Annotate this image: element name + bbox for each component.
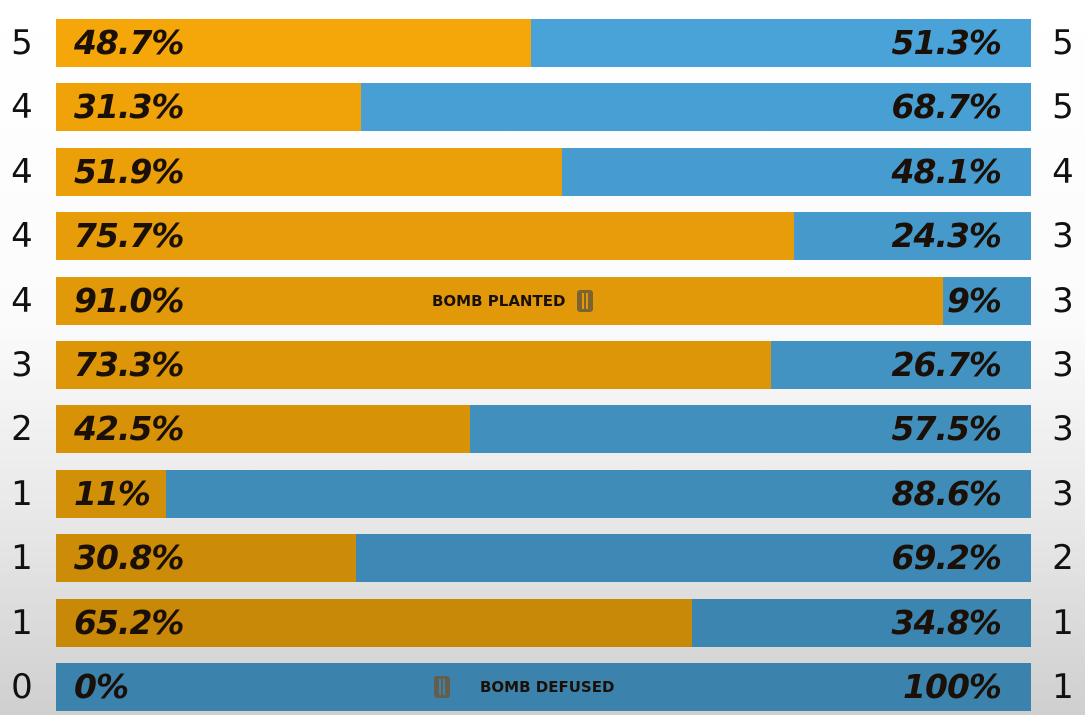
left-score-label: 0 <box>11 667 33 707</box>
left-score-label: 2 <box>11 409 33 450</box>
event-label: BOMB DEFUSED <box>434 663 614 711</box>
stacked-bar: 48.7% 51.3% <box>56 19 1031 67</box>
left-score-label: 4 <box>11 151 33 192</box>
left-percent-label: 48.7% <box>74 23 184 62</box>
right-percent-label: 57.5% <box>891 409 1002 449</box>
left-segment <box>56 469 167 518</box>
left-segment <box>56 598 692 647</box>
right-score-label: 5 <box>1052 87 1074 128</box>
stacked-bar: 42.5% 57.5% <box>56 405 1031 454</box>
right-percent-label: 9% <box>946 280 1002 320</box>
left-percent-label: 51.9% <box>74 151 184 191</box>
chart-row: 0 0% 100% BOMB DEFUSED 1 <box>0 663 1085 711</box>
left-segment <box>56 534 357 583</box>
right-score-label: 3 <box>1052 280 1074 321</box>
left-score-label: 1 <box>11 473 33 514</box>
event-label: BOMB PLANTED <box>432 277 594 325</box>
left-percent-label: 42.5% <box>74 409 184 449</box>
chart-row: 4 91.0% 9% BOMB PLANTED 3 <box>0 276 1085 325</box>
chart-row: 1 11% 88.6% 3 <box>0 469 1085 518</box>
chart-row: 2 42.5% 57.5% 3 <box>0 405 1085 454</box>
right-percent-label: 24.3% <box>891 216 1002 256</box>
left-segment <box>56 147 563 196</box>
right-percent-label: 48.1% <box>891 151 1002 191</box>
chart-row: 1 30.8% 69.2% 2 <box>0 534 1085 583</box>
right-percent-label: 88.6% <box>891 473 1002 513</box>
right-score-label: 1 <box>1052 602 1074 643</box>
left-score-label: 4 <box>11 216 33 257</box>
left-percent-label: 0% <box>74 667 129 706</box>
chart-row: 5 48.7% 51.3% 5 <box>0 19 1085 67</box>
left-segment <box>56 276 944 325</box>
left-score-label: 1 <box>11 538 33 579</box>
stacked-bar: 31.3% 68.7% <box>56 83 1031 132</box>
left-segment <box>56 212 795 261</box>
stacked-bar: 0% 100% BOMB DEFUSED <box>56 663 1031 711</box>
left-score-label: 4 <box>11 87 33 128</box>
chart-row: 4 31.3% 68.7% 5 <box>0 83 1085 132</box>
bomb-icon <box>577 289 594 312</box>
stacked-bar: 30.8% 69.2% <box>56 534 1031 583</box>
stacked-bar: 51.9% 48.1% <box>56 147 1031 196</box>
left-score-label: 1 <box>11 602 33 643</box>
right-score-label: 3 <box>1052 345 1074 385</box>
left-percent-label: 75.7% <box>74 216 184 256</box>
stacked-bar: 73.3% 26.7% <box>56 341 1031 389</box>
left-segment <box>56 405 471 454</box>
right-percent-label: 69.2% <box>891 538 1002 578</box>
right-percent-label: 34.8% <box>891 602 1002 642</box>
event-text: BOMB PLANTED <box>432 291 566 310</box>
event-text: BOMB DEFUSED <box>480 678 615 696</box>
left-score-label: 3 <box>11 345 33 385</box>
right-percent-label: 100% <box>903 667 1002 706</box>
stacked-bar: 65.2% 34.8% <box>56 598 1031 647</box>
right-score-label: 1 <box>1052 667 1074 707</box>
left-percent-label: 30.8% <box>74 538 184 578</box>
right-score-label: 4 <box>1052 151 1074 192</box>
left-segment <box>56 341 771 389</box>
left-percent-label: 11% <box>74 473 151 513</box>
left-score-label: 4 <box>11 280 33 321</box>
left-percent-label: 73.3% <box>74 345 184 384</box>
right-percent-label: 68.7% <box>891 87 1002 127</box>
right-score-label: 3 <box>1052 409 1074 450</box>
left-score-label: 5 <box>11 23 33 63</box>
right-score-label: 2 <box>1052 538 1074 579</box>
left-percent-label: 65.2% <box>74 602 184 642</box>
left-percent-label: 31.3% <box>74 87 184 127</box>
chart-row: 4 51.9% 48.1% 4 <box>0 147 1085 196</box>
left-segment <box>56 83 362 132</box>
left-segment <box>56 19 531 67</box>
left-percent-label: 91.0% <box>74 280 184 320</box>
bar-shade <box>56 469 1031 518</box>
chart-row: 4 75.7% 24.3% 3 <box>0 212 1085 261</box>
stacked-bar: 75.7% 24.3% <box>56 212 1031 261</box>
right-score-label: 3 <box>1052 216 1074 257</box>
stacked-bar: 91.0% 9% BOMB PLANTED <box>56 276 1031 325</box>
chart-row: 3 73.3% 26.7% 3 <box>0 341 1085 389</box>
right-score-label: 5 <box>1052 23 1074 63</box>
right-percent-label: 26.7% <box>891 345 1002 384</box>
chart-row: 1 65.2% 34.8% 1 <box>0 598 1085 647</box>
right-score-label: 3 <box>1052 473 1074 514</box>
bomb-icon <box>434 676 450 698</box>
right-percent-label: 51.3% <box>891 23 1002 62</box>
stacked-bar: 11% 88.6% <box>56 469 1031 518</box>
